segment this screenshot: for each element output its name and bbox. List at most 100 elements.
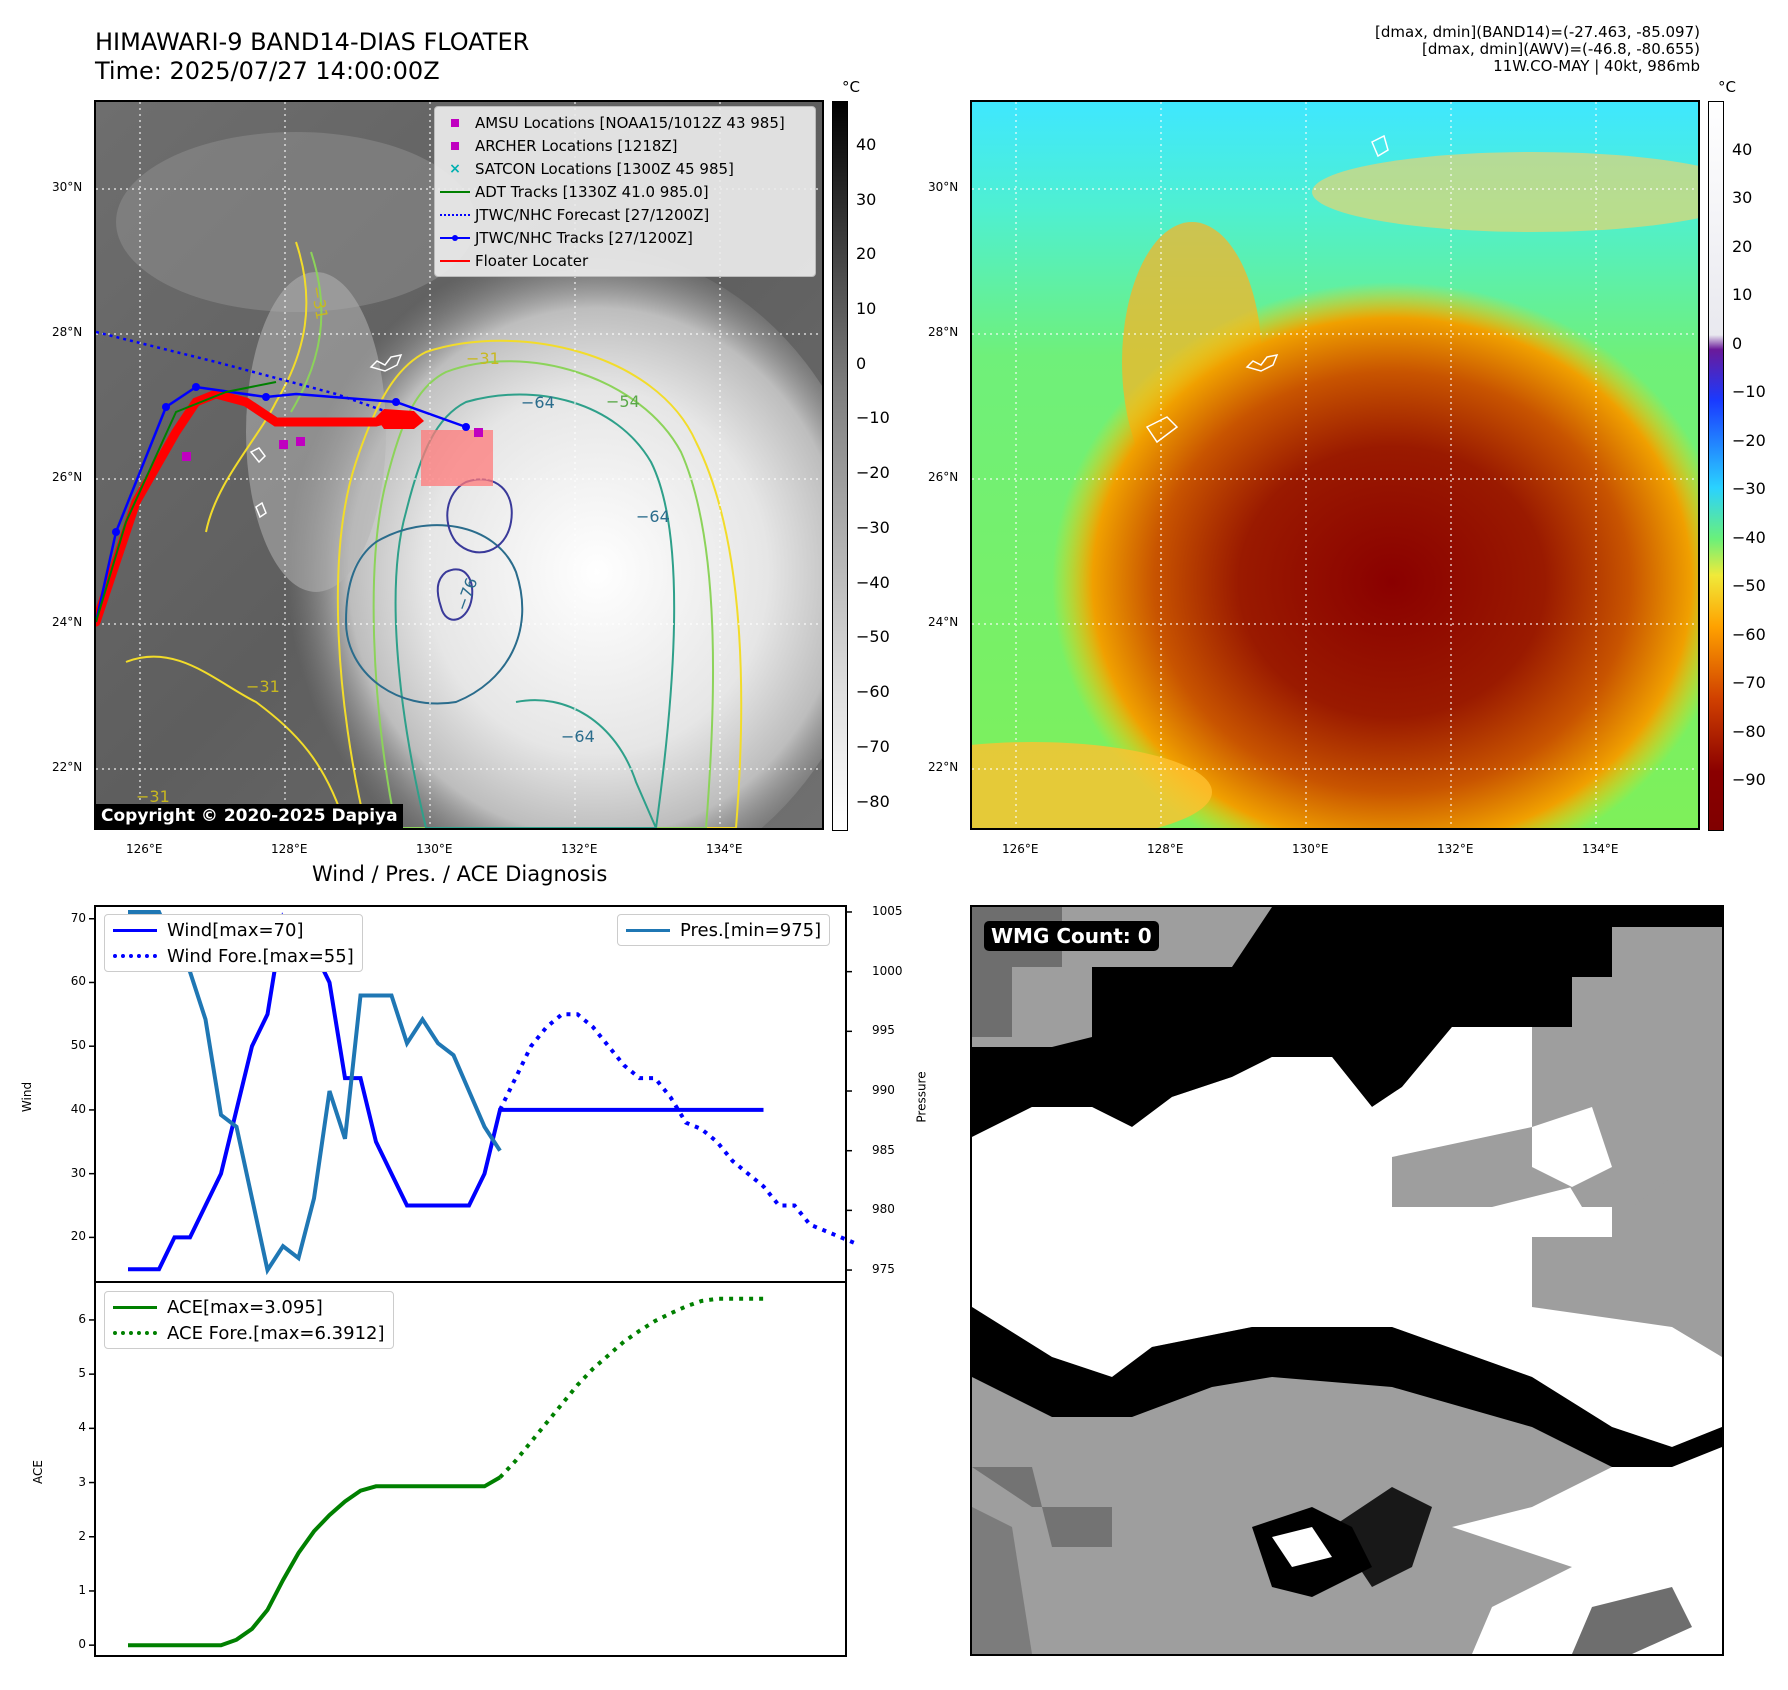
ir-tick-label: 40	[856, 134, 877, 154]
contour-label: −64	[521, 393, 555, 412]
x-marker-icon: ×	[449, 160, 461, 177]
ir-tick-label: −20	[856, 463, 890, 483]
ir-map-panel: −31 −54 −64 −64 −76 −64 −31 −31 −31 Copy…	[94, 100, 824, 830]
ir-tick-label: −30	[856, 517, 890, 537]
lat-label: 22°N	[52, 760, 83, 774]
wind-forecast-line	[498, 1012, 858, 1246]
ir-tick-label: −10	[856, 408, 890, 428]
ir-tick-label: 10	[856, 299, 877, 318]
axis-tick-label: 2	[78, 1528, 86, 1543]
line-swatch-icon	[440, 190, 470, 193]
storm-intensity: 11W.CO-MAY | 40kt, 986mb	[1493, 57, 1700, 75]
legend-item: ADT Tracks [1330Z 41.0 985.0]	[435, 180, 815, 203]
axis-tick-label: 60	[70, 974, 86, 989]
awv-tick-label: −90	[1732, 770, 1766, 790]
solid-line-swatch-icon	[113, 1305, 157, 1309]
lon-label: 132°E	[1437, 842, 1474, 856]
ace-series-line	[128, 1475, 501, 1648]
awv-colorbar-unit: °C	[1718, 78, 1736, 96]
axis-tick-label: 20	[70, 1229, 86, 1244]
axis-tick-label: 30	[70, 1165, 86, 1180]
lon-label: 130°E	[1292, 842, 1329, 856]
ir-tick-label: −70	[856, 736, 890, 756]
lat-label: 22°N	[928, 760, 959, 774]
axis-tick-label: 70	[70, 910, 86, 925]
lat-label: 30°N	[52, 180, 83, 194]
pressure-axis-label: Pressure	[914, 1071, 929, 1123]
figure-title: HIMAWARI-9 BAND14-DIAS FLOATER Time: 202…	[95, 28, 529, 86]
contour-label: −31	[466, 349, 500, 368]
dotted-line-swatch-icon	[440, 213, 470, 216]
legend-item: Pres.[min=975]	[626, 917, 821, 943]
wmg-count-badge: WMG Count: 0	[984, 921, 1159, 951]
axis-tick-label: 6	[78, 1311, 86, 1326]
solid-line-swatch-icon	[626, 928, 670, 932]
awv-tick-label: 30	[1732, 188, 1753, 208]
dotted-line-swatch-icon	[113, 1331, 157, 1335]
awv-tick-label: −10	[1732, 382, 1766, 402]
lon-label: 134°E	[1582, 842, 1619, 856]
lon-label: 134°E	[706, 842, 743, 856]
awv-tick-label: −50	[1732, 576, 1766, 596]
lat-label: 24°N	[52, 615, 83, 629]
legend-item: × SATCON Locations [1300Z 45 985]	[449, 159, 734, 178]
legend-item: ACE Fore.[max=6.3912]	[113, 1320, 385, 1346]
axis-tick-label: 4	[78, 1420, 86, 1435]
awv-colorbar	[1708, 101, 1724, 831]
contour-label: −54	[606, 392, 640, 411]
lat-label: 24°N	[928, 615, 959, 629]
ir-tick-label: −80	[856, 791, 890, 811]
line-dot-swatch-icon	[440, 234, 470, 241]
axis-tick-label: 0	[78, 1637, 86, 1652]
ir-tick-label: 20	[856, 244, 877, 264]
axis-tick-label: 980	[872, 1202, 895, 1217]
axis-tick-label: 50	[70, 1038, 86, 1053]
awv-map-panel	[970, 100, 1700, 830]
ir-legend: AMSU Locations [NOAA15/1012Z 43 985] ARC…	[434, 106, 816, 277]
square-marker-icon	[451, 141, 459, 150]
axis-tick-label: 1000	[872, 963, 903, 978]
legend-item: ACE[max=3.095]	[113, 1294, 385, 1320]
awv-tick-label: 40	[1732, 139, 1753, 159]
lon-label: 128°E	[271, 842, 308, 856]
awv-tick-label: −40	[1732, 527, 1766, 547]
lat-label: 30°N	[928, 180, 959, 194]
ace-forecast-line	[498, 1296, 764, 1479]
contour-label: −31	[136, 787, 170, 806]
awv-tick-label: −60	[1732, 624, 1766, 644]
lon-label: 130°E	[416, 842, 453, 856]
solid-line-swatch-icon	[113, 928, 157, 932]
axis-tick-label: 1	[78, 1582, 86, 1597]
storm-info: [dmax, dmin](BAND14)=(-27.463, -85.097) …	[1375, 24, 1700, 75]
axis-tick-label: 1005	[872, 903, 903, 918]
wind-axis-label: Wind	[20, 1081, 35, 1113]
line-swatch-icon	[440, 259, 470, 262]
axis-tick-label: 5	[78, 1366, 86, 1381]
title-line-2: Time: 2025/07/27 14:00:00Z	[95, 57, 440, 85]
copyright-label: Copyright © 2020-2025 Dapiya	[96, 804, 403, 828]
awv-tick-label: 10	[1732, 285, 1753, 305]
ir-tick-label: −50	[856, 627, 890, 647]
ir-colorbar	[832, 101, 848, 831]
legend-item: Floater Locater	[435, 249, 815, 272]
diagnosis-title: Wind / Pres. / ACE Diagnosis	[312, 862, 608, 886]
legend-item: AMSU Locations [NOAA15/1012Z 43 985]	[435, 111, 815, 134]
awv-tick-label: −80	[1732, 721, 1766, 741]
legend-item: Wind Fore.[max=55]	[113, 943, 354, 969]
lon-label: 126°E	[1002, 842, 1039, 856]
ir-tick-label: 30	[856, 189, 877, 209]
ace-axis-label: ACE	[30, 1460, 45, 1484]
ace-legend: ACE[max=3.095] ACE Fore.[max=6.3912]	[104, 1291, 394, 1349]
axis-tick-label: 990	[872, 1083, 895, 1098]
ir-colorbar-unit: °C	[842, 78, 860, 96]
awv-tick-label: −20	[1732, 430, 1766, 450]
ir-tick-label: −40	[856, 572, 890, 592]
lat-label: 26°N	[928, 470, 959, 484]
awv-range: [dmax, dmin](AWV)=(-46.8, -80.655)	[1421, 40, 1700, 58]
lon-label: 126°E	[126, 842, 163, 856]
awv-map-image	[972, 102, 1698, 828]
awv-tick-label: 20	[1732, 236, 1753, 256]
lon-label: 132°E	[561, 842, 598, 856]
axis-tick-label: 985	[872, 1142, 895, 1157]
axis-tick-label: 3	[78, 1474, 86, 1489]
